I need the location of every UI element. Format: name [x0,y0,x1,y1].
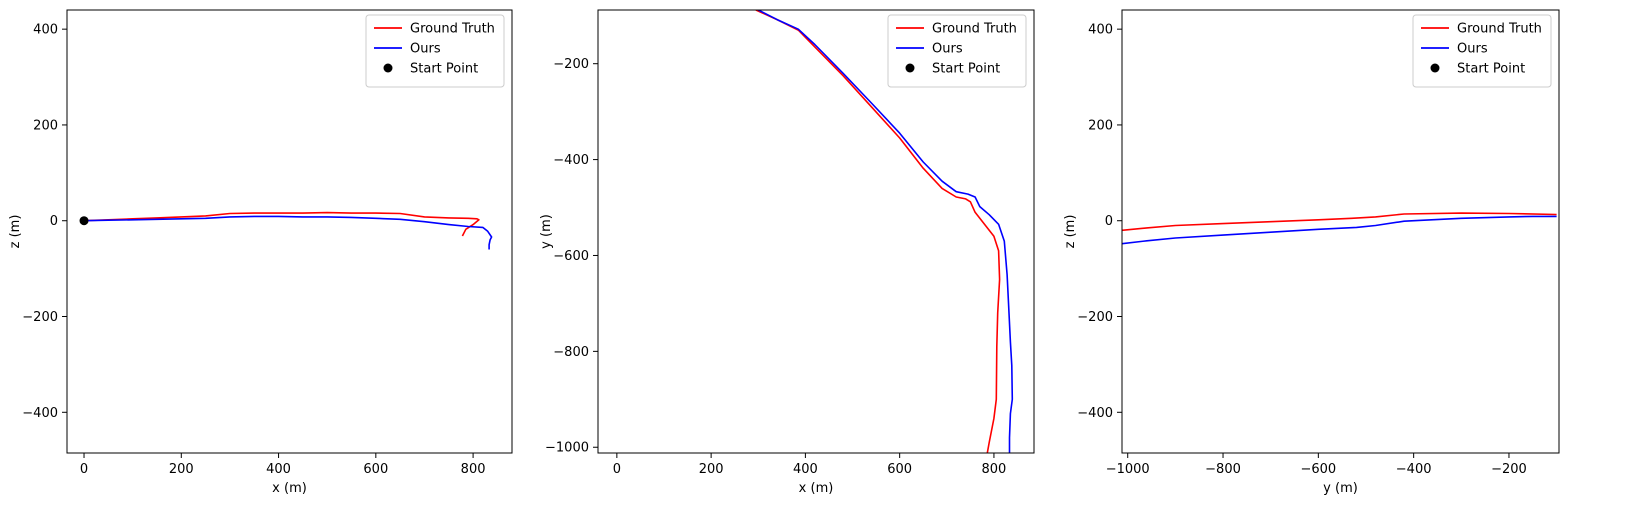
y-tick-label: −400 [22,406,58,421]
legend-marker-start-point [383,63,393,73]
x-tick-label: −600 [1300,462,1336,477]
x-tick-label: 400 [793,462,818,477]
y-tick-label: 400 [1088,23,1113,38]
x-tick-label: 200 [699,462,724,477]
legend-label-start-point: Start Point [932,62,1000,77]
x-tick-label: −1000 [1106,462,1150,477]
chart-panel-2: 0 200 400 600 800 −200 −400 −600 −800 −1000 x (m) y… [539,9,1035,496]
start-point-marker [79,216,89,226]
x-axis-label: x (m) [799,481,834,496]
y-tick-label: −600 [553,249,589,264]
chart-panel-1: 0 200 400 600 800 400 200 0 −200 −400 x (m) z (m) Gr… [8,9,513,496]
legend-marker-start-point [905,63,915,73]
x-tick-label: 200 [169,462,194,477]
legend-box [887,14,1027,88]
series-line-ground-truth [755,10,1001,453]
series-line-ours [757,10,1014,453]
x-axis-label: y (m) [1323,481,1358,496]
legend-label-ground-truth: Ground Truth [410,22,495,37]
legend-marker-start-point [1430,63,1440,73]
legend-label-ours: Ours [1457,42,1488,57]
series-line-ground-truth [83,211,480,237]
chart-panel-3: −1000 −800 −600 −400 −200 400 200 0 −200 −400 y (m… [1063,9,1560,496]
legend: Ground Truth Ours Start Point [887,14,1027,88]
y-tick-label: −200 [1077,310,1113,325]
series-line-ground-truth [1122,212,1557,232]
legend: Ground Truth Ours Start Point [1412,14,1552,88]
y-tick-label: −200 [22,310,58,325]
x-tick-label: 600 [363,462,388,477]
x-tick-label: −400 [1396,462,1432,477]
x-tick-label: 800 [982,462,1007,477]
x-tick-label: 800 [461,462,486,477]
y-tick-label: 200 [1088,118,1113,133]
axes-frame [66,9,513,454]
legend-box [1412,14,1552,88]
legend-label-ground-truth: Ground Truth [932,22,1017,37]
x-tick-label: 0 [80,462,88,477]
y-tick-label: 0 [1105,214,1113,229]
legend-label-ground-truth: Ground Truth [1457,22,1542,37]
y-tick-label: 0 [50,214,58,229]
x-tick-label: 600 [887,462,912,477]
x-tick-label: −800 [1205,462,1241,477]
y-axis-label: z (m) [1063,215,1078,249]
y-tick-label: 200 [33,118,58,133]
legend: Ground Truth Ours Start Point [365,14,505,88]
y-tick-label: −200 [553,57,589,72]
y-axis-label: y (m) [539,214,554,249]
legend-box [365,14,505,88]
x-tick-label: 0 [613,462,621,477]
axes-frame [1121,9,1560,454]
legend-label-start-point: Start Point [410,62,478,77]
x-tick-label: 400 [266,462,291,477]
plot-area [755,10,1014,453]
legend-label-ours: Ours [932,42,963,57]
plot-area [79,211,493,250]
y-tick-label: −400 [553,153,589,168]
y-tick-label: 400 [33,23,58,38]
plot-area [1122,212,1557,245]
y-tick-label: −1000 [545,441,589,456]
legend-label-ours: Ours [410,42,441,57]
x-axis-label: x (m) [272,481,307,496]
series-line-ours [1122,215,1557,245]
legend-label-start-point: Start Point [1457,62,1525,77]
axes-frame [597,9,1035,454]
y-tick-label: −800 [553,345,589,360]
series-line-ours [83,215,493,250]
y-tick-label: −400 [1077,406,1113,421]
x-tick-label: −200 [1491,462,1527,477]
y-axis-label: z (m) [8,215,23,249]
